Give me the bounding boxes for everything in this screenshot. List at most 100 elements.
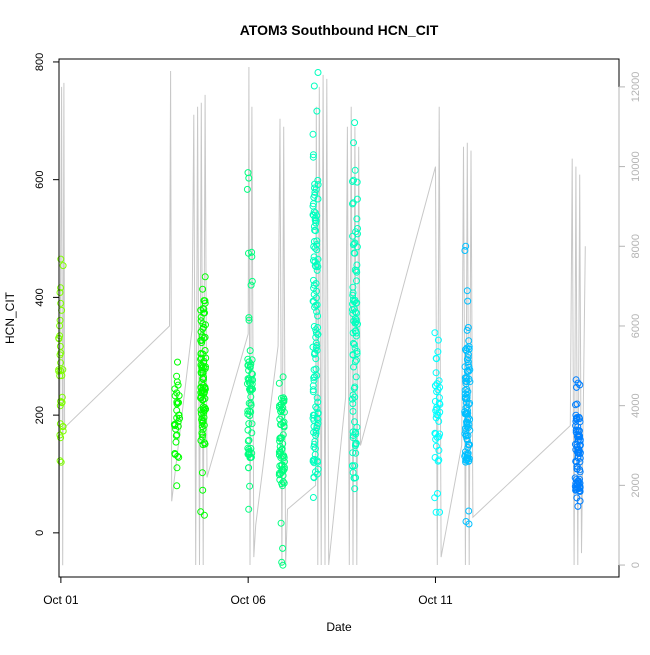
data-point [574,379,582,387]
data-point [431,494,439,502]
data-point [173,378,181,386]
data-point [246,482,254,490]
data-point [310,82,318,90]
data-point [277,407,285,415]
data-point [349,241,357,249]
data-point [248,385,255,393]
data-point [198,364,206,372]
y2-tick-label: 10000 [630,151,642,182]
data-point [313,394,321,402]
data-point [198,414,206,422]
data-point [309,151,317,159]
data-point [350,249,358,257]
data-point [57,434,65,442]
data-point [350,176,357,184]
data-point [464,451,472,458]
data-point [56,342,64,350]
data-point [313,241,321,248]
data-point [56,457,64,465]
data-point [353,347,361,355]
data-point [434,386,442,394]
y-axis-label: HCN_CIT [3,291,17,344]
data-point [461,247,469,254]
data-point [352,373,360,381]
data-point [200,297,208,305]
x-tick-label: Oct 11 [418,593,453,607]
data-point [463,435,471,443]
data-point [433,355,440,363]
data-point [463,326,471,334]
data-point [349,407,357,415]
data-point [199,431,207,439]
data-point [199,285,207,293]
data-point [275,379,283,387]
data-point [243,185,251,193]
data-point [310,323,318,330]
data-point [56,332,64,340]
data-point [311,244,319,252]
data-point [351,462,359,470]
data-point [351,266,359,274]
data-point [573,400,581,408]
data-point [349,199,357,207]
data-point [463,356,471,364]
data-point [173,464,181,472]
data-point [245,366,253,374]
data-point [309,153,317,161]
data-point [278,558,286,566]
x-tick-label: Oct 01 [43,593,79,607]
data-point [464,454,472,462]
data-point [174,358,181,366]
data-point [280,479,288,487]
data-point [351,166,359,174]
data-point [461,386,469,394]
data-point [200,357,208,365]
data-point [436,508,444,516]
data-point [200,390,208,398]
data-point [465,507,473,515]
data-point [198,419,206,427]
y-tick-label: 0 [34,530,46,536]
data-point [352,318,360,326]
data-point [435,456,443,464]
data-point [349,449,357,457]
data-point [280,422,288,430]
data-point [352,356,360,364]
data-point [199,418,207,425]
data-point [248,277,256,285]
point-group-1 [55,255,67,466]
data-point [311,188,319,196]
data-point [244,426,252,434]
data-point [353,215,361,223]
data-point [463,287,471,295]
data-point [278,480,286,488]
data-point [575,450,582,457]
data-point [352,428,359,436]
data-point [465,337,473,345]
point-group-8 [431,329,444,516]
data-point [461,395,469,402]
data-point [248,420,256,428]
y2-tick-label: 6000 [630,314,642,338]
data-point [57,255,65,263]
data-point [353,195,361,203]
data-point [313,266,321,274]
data-point [349,200,356,208]
data-point [349,428,357,436]
data-point [353,277,360,285]
data-point [311,258,319,266]
data-point [197,508,205,516]
data-point [200,334,208,342]
data-point [244,375,252,383]
data-point [314,69,322,76]
data-point [310,291,318,298]
data-point [350,139,357,147]
data-point [57,299,65,307]
data-point [575,431,583,439]
data-point [464,297,472,305]
data-point [171,385,179,393]
data-point [572,415,580,423]
data-point [348,306,356,314]
